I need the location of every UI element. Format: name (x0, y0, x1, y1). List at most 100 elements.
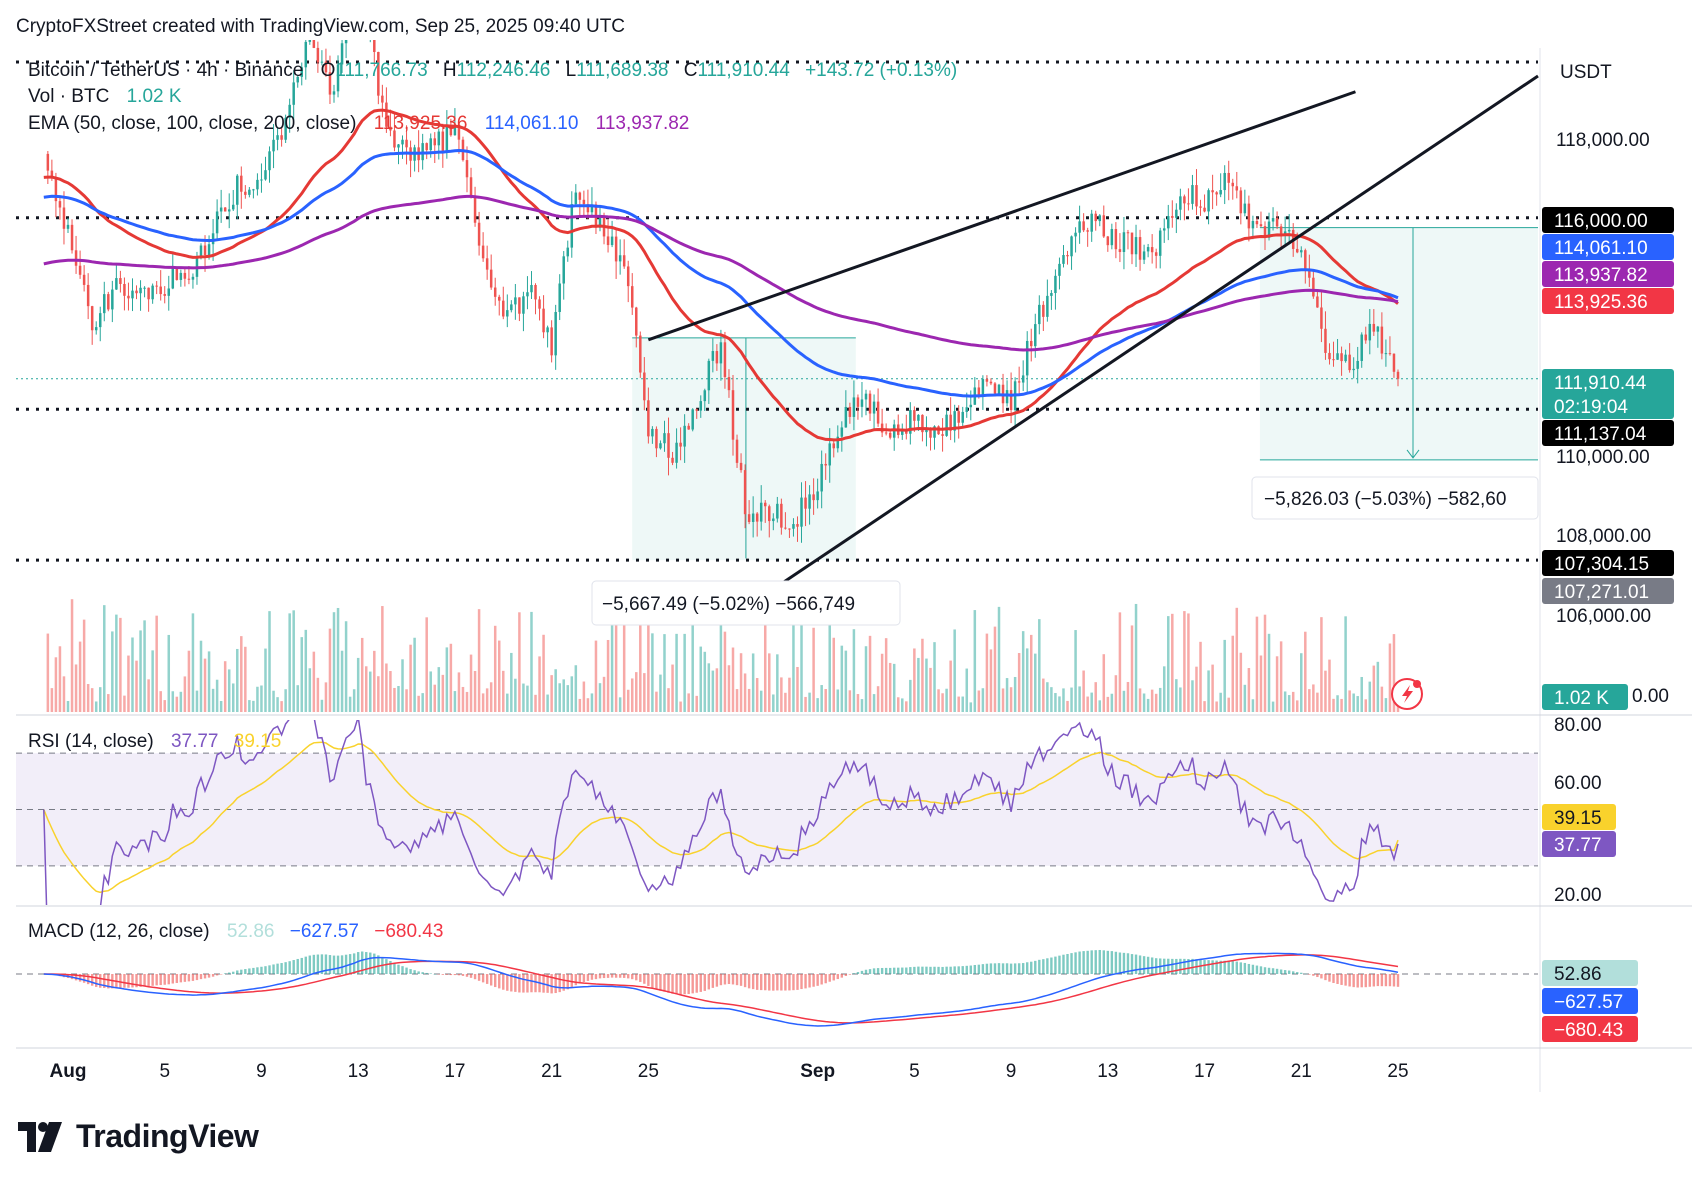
candle (659, 440, 662, 450)
macd-tags: 52.86 −627.57 −680.43 (1542, 960, 1638, 1042)
macd-hist-bar (876, 968, 880, 974)
volume-bar (1352, 693, 1355, 712)
volume-bar (502, 670, 505, 712)
candle (1042, 301, 1045, 332)
volume-bar (127, 655, 130, 712)
macd-hist-bar (304, 956, 307, 974)
macd-hist-bar (280, 963, 283, 974)
candle (1110, 223, 1114, 250)
volume-bar (1029, 634, 1033, 712)
macd-hist-bar (489, 974, 493, 986)
macd-hist-bar (897, 967, 900, 974)
candle (1013, 377, 1017, 428)
candle (759, 485, 763, 531)
volume-bar (1239, 652, 1243, 712)
candle (945, 409, 948, 437)
lightning-icon[interactable] (1391, 678, 1423, 710)
macd-hist-bar (687, 974, 690, 995)
macd-hist-bar (199, 974, 203, 980)
macd-hist-bar (288, 961, 291, 974)
macd-signal-tag: −680.43 (1542, 1016, 1638, 1042)
volume-bar (598, 683, 602, 712)
candle (550, 320, 553, 363)
volume-bar (78, 641, 82, 712)
macd-hist-bar (643, 974, 646, 984)
candle (872, 394, 876, 431)
macd-hist-bar (921, 966, 924, 974)
volume-label: Vol · BTC (28, 86, 109, 107)
macd-hist-bar (1134, 954, 1138, 974)
candle (74, 235, 78, 274)
volume-bar (1215, 701, 1218, 712)
candle (860, 381, 864, 418)
volume-bar (465, 691, 469, 712)
rsi-axis[interactable]: 80.00 60.00 20.00 (1554, 715, 1602, 906)
candle (155, 281, 158, 295)
macd-hist-bar (328, 955, 332, 974)
macd-hist-bar (812, 974, 815, 987)
macd-hist-bar (228, 972, 231, 974)
macd-hist-bar (1243, 962, 1247, 974)
candle (248, 186, 251, 198)
candle (1162, 218, 1166, 243)
candle (788, 528, 791, 538)
macd-hist-bar (973, 964, 977, 974)
volume-bar (723, 631, 727, 712)
volume-bar (199, 640, 203, 712)
svg-text:111,910.44: 111,910.44 (1554, 373, 1647, 394)
macd-hist-bar (510, 974, 513, 992)
macd-hist-bar (671, 974, 674, 994)
volume-bar (82, 619, 86, 712)
volume-bar (1017, 653, 1021, 712)
macd-hist-bar (1251, 964, 1255, 974)
macd-hist-bar (635, 974, 638, 981)
candle (1154, 248, 1158, 269)
volume-bar (618, 697, 622, 712)
macd-hist-bar (167, 974, 170, 985)
volume-bar (1025, 648, 1029, 712)
volume-bar (497, 640, 501, 712)
candle (252, 188, 255, 199)
volume-bar (606, 639, 610, 712)
candle (953, 404, 956, 443)
open-label: O (321, 60, 336, 81)
candlesticks (46, 40, 1400, 543)
candle (1082, 213, 1085, 233)
candle (373, 40, 376, 67)
symbol-ohlc-line: Bitcoin / TetherUS · 4h · Binance O111,7… (28, 60, 957, 81)
macd-hist-bar (1259, 966, 1263, 974)
macd-hist-bar (590, 974, 594, 980)
volume-bar (699, 646, 703, 712)
macd-hist-bar (824, 974, 827, 984)
volume-bar (1050, 687, 1053, 712)
candle (647, 387, 650, 444)
candle (115, 264, 118, 290)
candle (1074, 227, 1077, 253)
volume-bar (356, 657, 360, 712)
volume-bar (296, 685, 299, 712)
time-axis[interactable]: Aug 5 9 13 17 21 25 Sep 5 9 13 17 21 25 (50, 1061, 1409, 1082)
tradingview-brand[interactable]: TradingView (18, 1118, 259, 1155)
macd-hist-bar (1352, 974, 1355, 988)
macd-hist-bar (223, 973, 227, 974)
candle (905, 414, 908, 440)
volume-bar (1316, 692, 1319, 712)
macd-hist-value: 52.86 (227, 921, 275, 942)
macd-hist-bar (103, 974, 106, 988)
volume-bar (244, 646, 247, 712)
macd-hist-bar (248, 968, 251, 974)
candle (558, 274, 561, 321)
macd-hist-bar (219, 974, 223, 975)
volume-bar (449, 643, 453, 712)
volume-bar (707, 663, 711, 712)
candle (896, 414, 900, 439)
macd-hist-bar (1171, 958, 1174, 974)
measure-box-1 (632, 337, 856, 561)
time-tick-8: 5 (909, 1061, 920, 1082)
volume-bar (695, 695, 698, 712)
candle (139, 280, 142, 311)
volume-bar (558, 683, 561, 712)
price-axis[interactable]: USDT 118,000.00 110,000.00 108,000.00 10… (1556, 62, 1669, 707)
volume-bar (1183, 611, 1186, 712)
candle (292, 70, 295, 122)
